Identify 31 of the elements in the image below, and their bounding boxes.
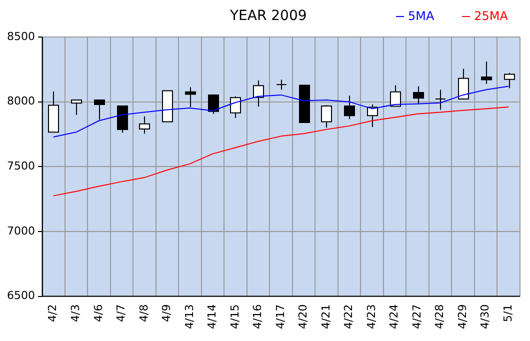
- candlestick: [435, 89, 446, 110]
- x-tick-label: 5/1: [501, 304, 514, 322]
- x-tick-label: 4/29: [456, 304, 469, 329]
- x-tick-label: 4/7: [114, 304, 128, 322]
- y-tick-label: 7000: [7, 224, 35, 238]
- y-tick-label: 8000: [7, 94, 35, 108]
- x-tick-label: 4/20: [296, 304, 310, 329]
- x-tick-label: 4/30: [478, 304, 492, 329]
- x-tick-label: 4/15: [228, 304, 242, 329]
- candlestick: [276, 79, 287, 90]
- x-tick-label: 4/23: [364, 304, 378, 329]
- x-tick-label: 4/9: [160, 304, 174, 322]
- x-tick-label: 4/17: [274, 304, 287, 329]
- x-tick-label: 4/2: [46, 304, 60, 322]
- y-tick-label: 6500: [7, 289, 35, 302]
- x-tick-label: 4/8: [137, 304, 150, 322]
- x-tick-label: 4/28: [433, 304, 446, 329]
- x-tick-label: 4/27: [410, 304, 424, 329]
- y-tick-label: 7500: [7, 160, 35, 173]
- x-tick-label: 4/13: [182, 304, 196, 329]
- legend-label: 5MA: [406, 9, 434, 23]
- x-tick-label: 4/6: [92, 304, 105, 322]
- legend-label: 25MA: [473, 9, 508, 23]
- x-tick-label: 4/16: [251, 304, 264, 329]
- x-tick-label: 4/3: [69, 304, 82, 322]
- x-tick-label: 4/24: [388, 304, 401, 329]
- y-tick-label: 8500: [7, 30, 35, 43]
- chart-title: YEAR 2009: [230, 8, 307, 24]
- x-tick-label: 4/21: [319, 304, 332, 329]
- x-tick-label: 4/22: [342, 304, 356, 329]
- x-tick-label: 4/14: [206, 304, 219, 329]
